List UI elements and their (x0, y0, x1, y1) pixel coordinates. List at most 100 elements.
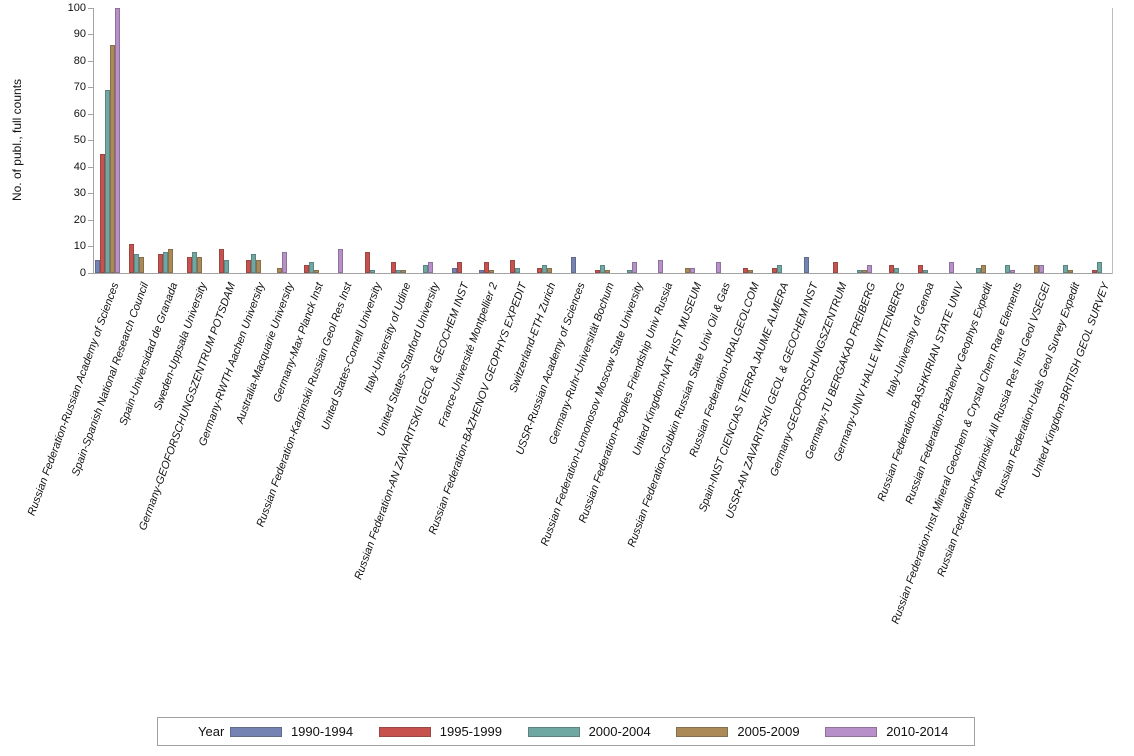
bar-cluster (209, 8, 238, 273)
bar-1995-1999 (510, 260, 516, 273)
bar-2005-2009 (313, 270, 319, 273)
bar-1995-1999 (536, 268, 542, 273)
plot-right-border (1112, 8, 1113, 274)
bar-2000-2004 (857, 270, 863, 273)
bar-1990-1994 (803, 257, 809, 273)
bar-2005-2009 (197, 257, 203, 273)
bar-2000-2004 (422, 265, 428, 273)
y-tick-label: 50 (73, 134, 86, 146)
bar-cluster (93, 8, 122, 273)
bar-2010-2014 (949, 262, 955, 273)
bar-2005-2009 (255, 260, 261, 273)
legend-swatch-2005-2009 (676, 726, 729, 737)
bar-cluster (326, 8, 355, 273)
bar-2000-2004 (975, 268, 981, 273)
bar-cluster (355, 8, 384, 273)
bar-cluster (763, 8, 792, 273)
bar-1995-1999 (245, 260, 251, 273)
bar-2000-2004 (626, 270, 632, 273)
bar-2000-2004 (922, 270, 928, 273)
legend-swatch-1990-1994 (229, 726, 282, 737)
bar-2005-2009 (488, 270, 494, 273)
y-tick-mark (88, 140, 93, 141)
y-tick-label: 90 (73, 28, 86, 40)
category-label: Sweden-Uppsala University (151, 281, 210, 413)
bar-2000-2004 (541, 265, 547, 273)
bar-1995-1999 (743, 268, 749, 273)
bar-1995-1999 (917, 265, 923, 273)
bar-1995-1999 (391, 262, 397, 273)
y-tick-mark (88, 272, 93, 274)
legend-swatch-2010-2014 (825, 726, 878, 737)
bar-cluster (471, 8, 500, 273)
bar-2010-2014 (867, 265, 873, 273)
bar-cluster (122, 8, 151, 273)
bar-2005-2009 (277, 268, 283, 273)
bar-1995-1999 (129, 244, 135, 273)
bar-cluster (442, 8, 471, 273)
bar-1990-1994 (451, 268, 457, 273)
bar-1995-1999 (772, 268, 778, 273)
bar-cluster (501, 8, 530, 273)
bar-cluster (850, 8, 879, 273)
y-tick-mark (88, 219, 93, 221)
y-tick-mark (88, 60, 93, 62)
y-tick-label: 0 (79, 266, 86, 279)
bar-1995-1999 (456, 262, 462, 273)
legend-entry: 2010-2014 (825, 724, 974, 739)
y-tick-label: 10 (73, 240, 86, 252)
bar-cluster (646, 8, 675, 273)
bar-cluster (704, 8, 733, 273)
bar-cluster (297, 8, 326, 273)
legend-label: 1995-1999 (439, 724, 502, 739)
bar-2005-2009 (684, 268, 690, 273)
bar-2005-2009 (980, 265, 986, 273)
bar-2005-2009 (748, 270, 754, 273)
bar-2000-2004 (308, 262, 314, 273)
bar-2010-2014 (631, 262, 637, 273)
bar-2000-2004 (250, 254, 256, 273)
bar-2000-2004 (1097, 262, 1103, 273)
bar-2000-2004 (192, 252, 198, 273)
bar-cluster (879, 8, 908, 273)
bar-1995-1999 (187, 257, 193, 273)
category-label: Russian Federation-AN ZAVARITSKII GEOL &… (352, 281, 472, 582)
bar-2010-2014 (115, 8, 121, 273)
bar-2005-2009 (1034, 265, 1040, 273)
bar-2005-2009 (401, 270, 407, 273)
bar-2000-2004 (515, 268, 521, 273)
y-tick-mark (88, 166, 93, 168)
x-axis-line (93, 273, 1113, 274)
legend-title: Year (198, 724, 225, 739)
bar-cluster (1025, 8, 1054, 273)
bar-2005-2009 (168, 249, 174, 273)
bar-2000-2004 (369, 270, 375, 273)
bar-cluster (937, 8, 966, 273)
y-tick-mark (88, 113, 93, 115)
bar-2000-2004 (599, 265, 605, 273)
bar-2005-2009 (862, 270, 868, 273)
bar-2010-2014 (427, 262, 433, 273)
bar-cluster (151, 8, 180, 273)
bar-cluster (1054, 8, 1083, 273)
bar-1995-1999 (364, 252, 370, 273)
bar-1995-1999 (219, 249, 224, 273)
bar-1990-1994 (478, 270, 484, 273)
bar-2005-2009 (139, 257, 145, 273)
bar-1995-1999 (483, 262, 489, 273)
y-tick-label: 100 (67, 1, 86, 14)
legend-label: 2005-2009 (737, 724, 800, 739)
legend-label: 2000-2004 (588, 724, 651, 739)
bar-1990-1994 (570, 257, 576, 273)
y-tick-mark (88, 34, 93, 35)
bar-cluster (675, 8, 704, 273)
bar-2000-2004 (105, 90, 111, 273)
legend-entry: 2005-2009 (676, 724, 825, 739)
bar-2010-2014 (716, 262, 722, 273)
bar-2010-2014 (1039, 265, 1045, 273)
bar-1995-1999 (888, 265, 894, 273)
bar-1995-1999 (832, 262, 838, 273)
y-tick-mark (88, 193, 93, 194)
y-axis-line (93, 8, 94, 274)
y-tick-mark (88, 7, 93, 9)
